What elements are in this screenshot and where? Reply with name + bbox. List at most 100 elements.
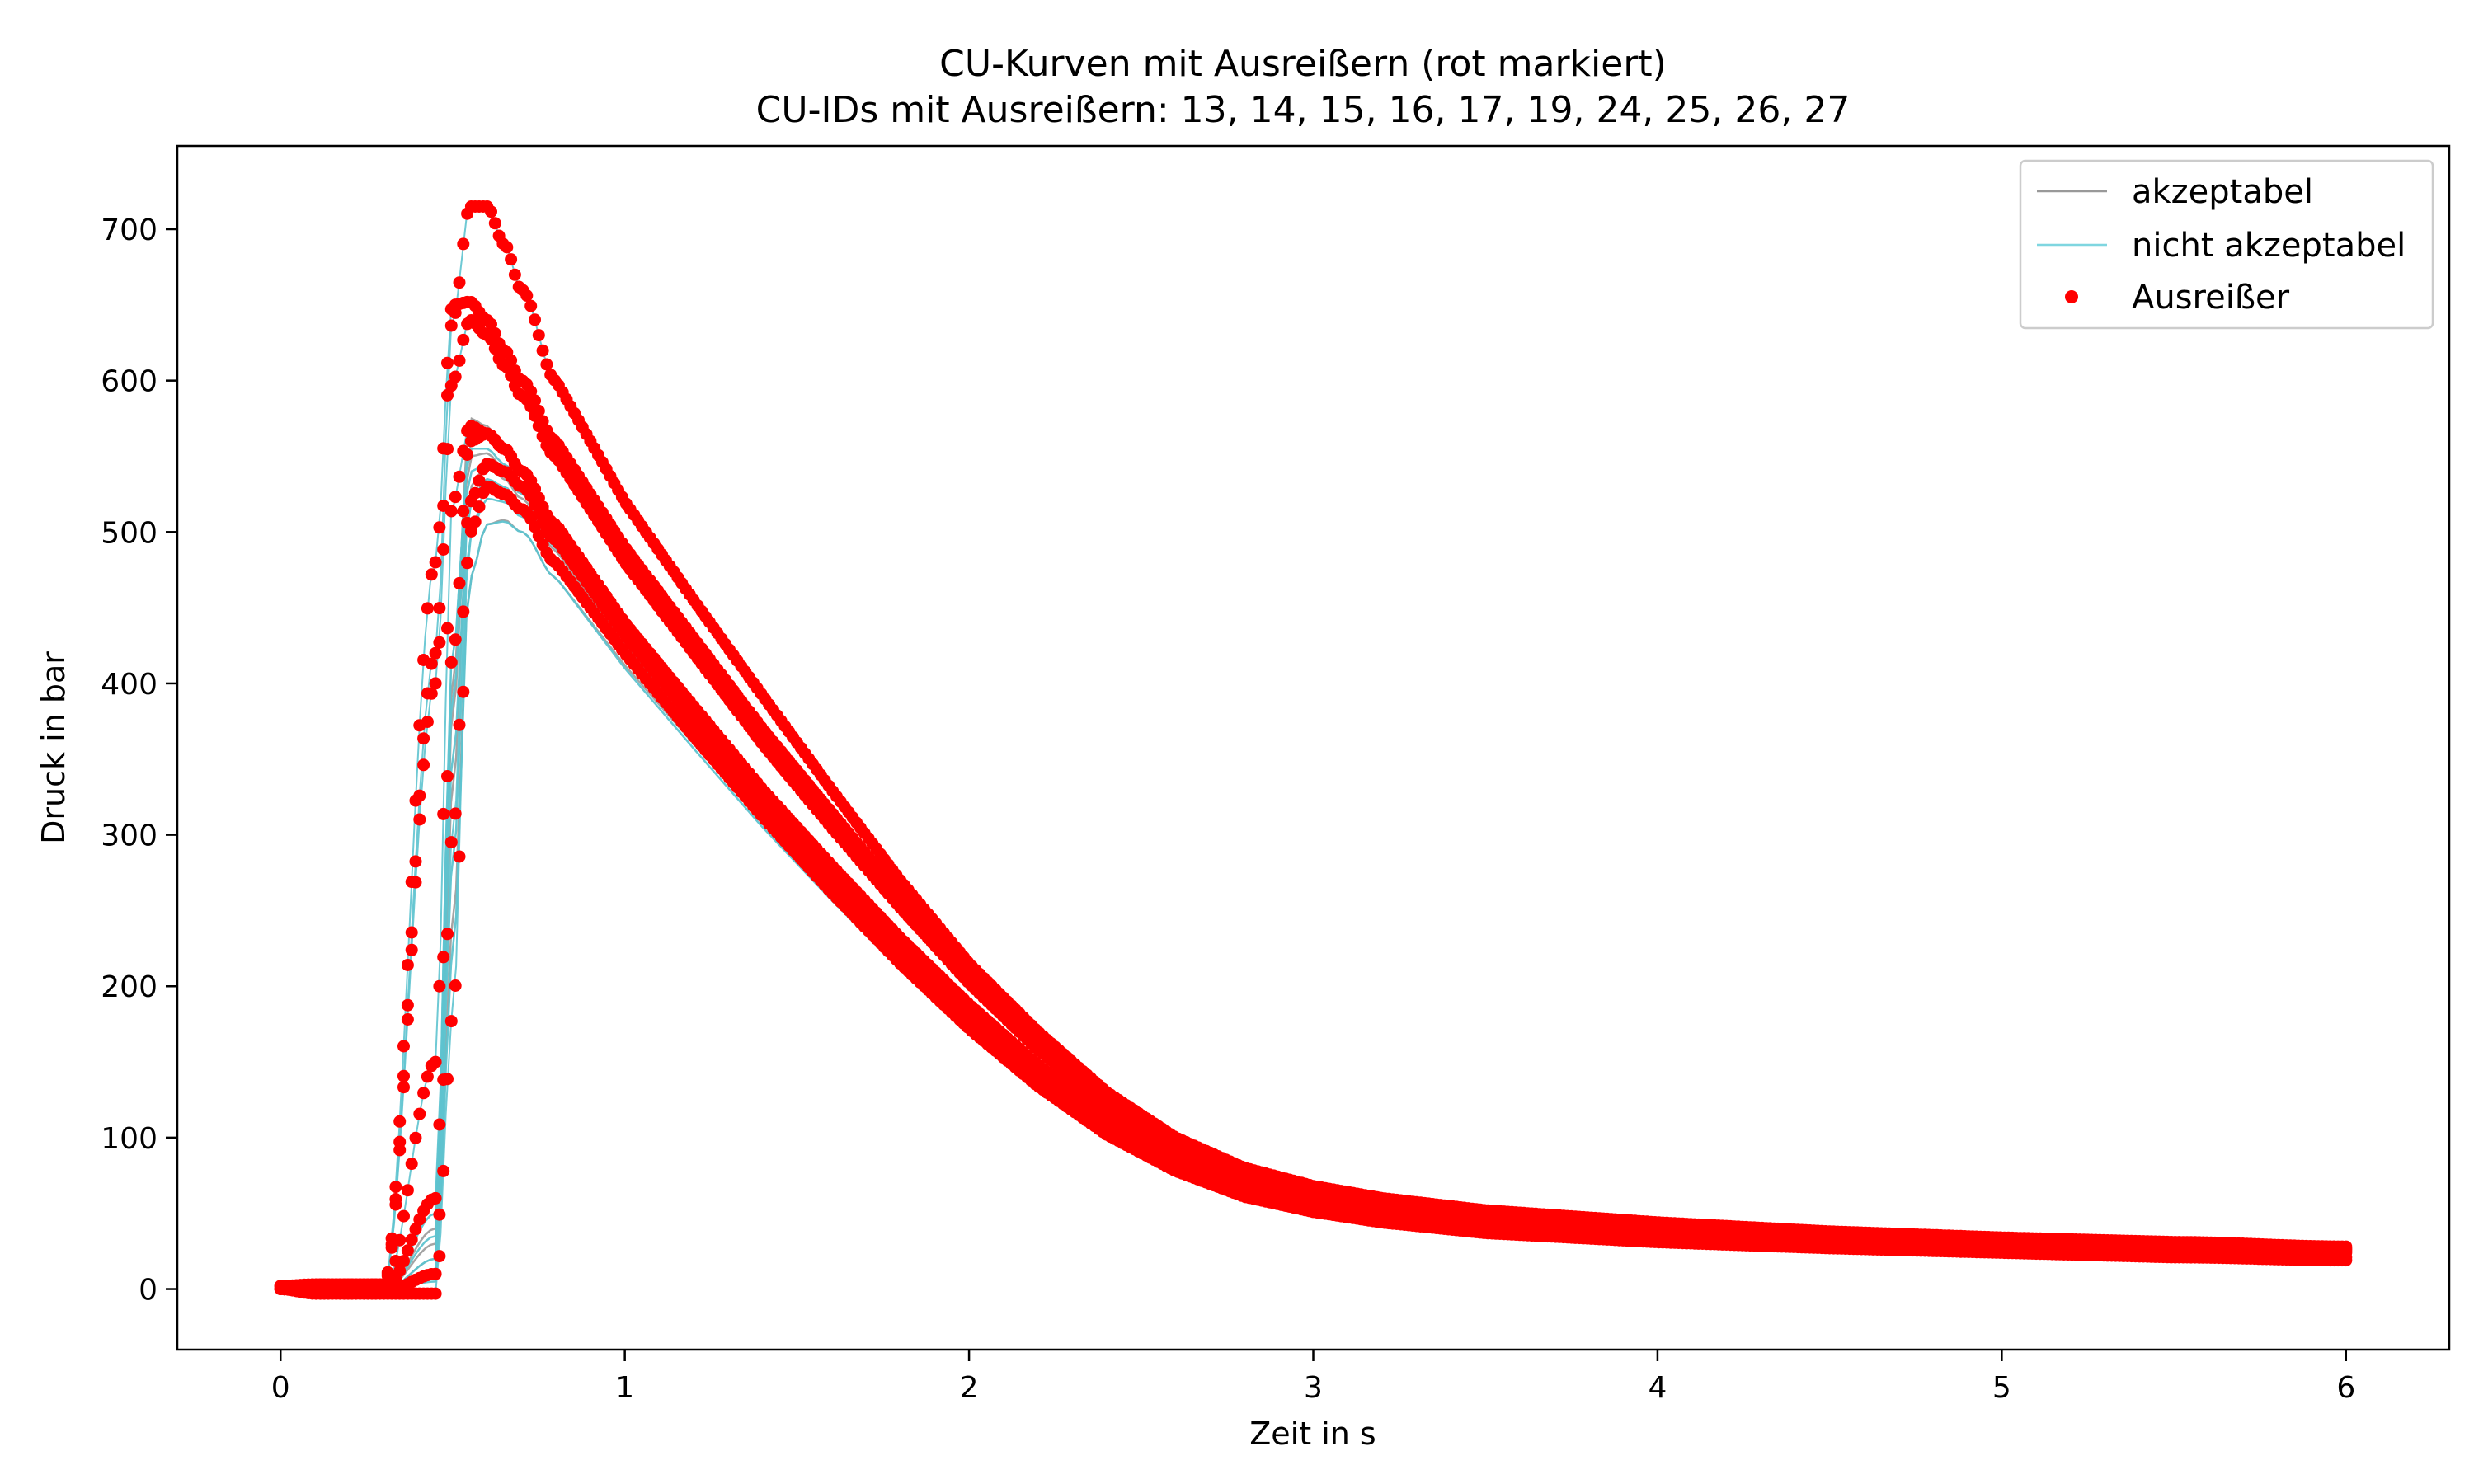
legend-marker-ausreisser — [2065, 290, 2078, 303]
outlier-point — [421, 1070, 434, 1083]
x-tick-label-6: 6 — [2336, 1371, 2355, 1405]
outlier-point — [409, 876, 422, 889]
outlier-point — [449, 491, 462, 504]
outlier-point — [433, 979, 446, 993]
outlier-point — [393, 1144, 407, 1157]
outlier-point — [437, 1164, 450, 1177]
outlier-point — [501, 241, 514, 254]
outlier-point — [524, 299, 538, 312]
outlier-point — [453, 470, 466, 483]
outlier-point — [532, 329, 545, 342]
outlier-point — [437, 951, 450, 964]
outlier-point — [453, 850, 466, 863]
chart-title: CU-Kurven mit Ausreißern (rot markiert) — [939, 43, 1667, 85]
outlier-point — [413, 813, 426, 826]
outlier-point — [449, 979, 462, 992]
chart-subtitle: CU-IDs mit Ausreißern: 13, 14, 15, 16, 1… — [756, 89, 1851, 131]
outlier-point — [397, 1069, 410, 1082]
outlier-point — [409, 1223, 422, 1236]
series-line-9 — [280, 519, 2346, 1292]
outlier-point — [405, 1158, 418, 1171]
outlier-point — [421, 602, 434, 615]
outlier-point — [453, 718, 466, 731]
outlier-point — [437, 543, 450, 556]
outlier-point — [429, 1287, 442, 1300]
series-layer — [280, 205, 2346, 1295]
outlier-point — [397, 1040, 410, 1053]
outlier-point — [405, 943, 418, 956]
y-axis: 0 100 200 300 400 500 600 700 — [101, 214, 177, 1308]
outlier-point — [457, 685, 470, 698]
y-tick-label-3: 300 — [101, 819, 158, 853]
outlier-point — [532, 420, 545, 433]
outlier-point — [441, 1073, 454, 1086]
outlier-point — [401, 1184, 414, 1197]
outlier-point — [488, 217, 501, 230]
legend-label-nicht-akzeptabel: nicht akzeptabel — [2132, 227, 2406, 265]
outlier-point — [453, 354, 466, 367]
outlier-point — [461, 556, 474, 570]
series-line-3 — [280, 425, 2346, 1294]
outlier-point — [485, 317, 497, 331]
x-tick-label-0: 0 — [271, 1371, 290, 1405]
x-tick-label-2: 2 — [960, 1371, 979, 1405]
outlier-point — [409, 794, 422, 807]
outlier-point — [397, 1081, 410, 1094]
series-line-0 — [280, 205, 2346, 1287]
y-tick-label-6: 600 — [101, 365, 158, 399]
outlier-point — [468, 515, 482, 528]
x-axis: 0 1 2 3 4 5 6 — [271, 1350, 2355, 1405]
outlier-point — [508, 268, 521, 281]
legend: akzeptabel nicht akzeptabel Ausreißer — [2019, 159, 2434, 330]
outlier-point — [389, 1198, 402, 1211]
outlier-point — [529, 313, 541, 326]
x-tick-label-1: 1 — [615, 1371, 634, 1405]
outlier-point — [444, 319, 458, 332]
outlier-point — [524, 400, 538, 413]
outlier-point — [449, 633, 462, 646]
outlier-point — [401, 1013, 414, 1026]
outlier-point — [437, 807, 450, 820]
x-tick-label-3: 3 — [1304, 1371, 1323, 1405]
outlier-point — [444, 655, 458, 669]
outlier-point — [429, 677, 442, 690]
series-line-2 — [280, 319, 2346, 1287]
outlier-point — [464, 524, 477, 538]
legend-box — [2019, 159, 2434, 330]
outlier-point — [433, 602, 446, 615]
outlier-point — [397, 1255, 410, 1268]
outlier-point — [444, 1015, 458, 1028]
outlier-point — [425, 687, 438, 700]
outlier-point — [488, 342, 501, 355]
outlier-point — [433, 1118, 446, 1131]
outlier-point — [417, 732, 430, 745]
outlier-layer — [274, 200, 2353, 1300]
outlier-point — [429, 1055, 442, 1068]
series-line-14 — [280, 520, 2346, 1292]
outlier-point — [505, 253, 518, 266]
outlier-point — [441, 770, 454, 782]
y-tick-label-5: 500 — [101, 516, 158, 550]
outlier-point — [485, 333, 497, 345]
outlier-point — [441, 356, 454, 369]
outlier-point — [401, 998, 414, 1012]
y-tick-label-1: 100 — [101, 1122, 158, 1156]
outlier-point — [441, 622, 454, 635]
outlier-point — [417, 654, 430, 666]
outlier-point — [473, 500, 486, 514]
outlier-point — [540, 358, 553, 371]
outlier-point — [449, 807, 462, 820]
outlier-point — [397, 1209, 410, 1223]
y-tick-label-2: 200 — [101, 970, 158, 1004]
outlier-point — [409, 1131, 422, 1144]
outlier-point — [433, 636, 446, 649]
outlier-point — [441, 443, 454, 456]
x-tick-label-4: 4 — [1648, 1371, 1667, 1405]
outlier-point — [409, 855, 422, 868]
outlier-point — [444, 836, 458, 849]
outlier-point — [536, 344, 549, 357]
outlier-point — [461, 448, 474, 461]
outlier-point — [433, 1208, 446, 1221]
outlier-point — [536, 430, 549, 443]
